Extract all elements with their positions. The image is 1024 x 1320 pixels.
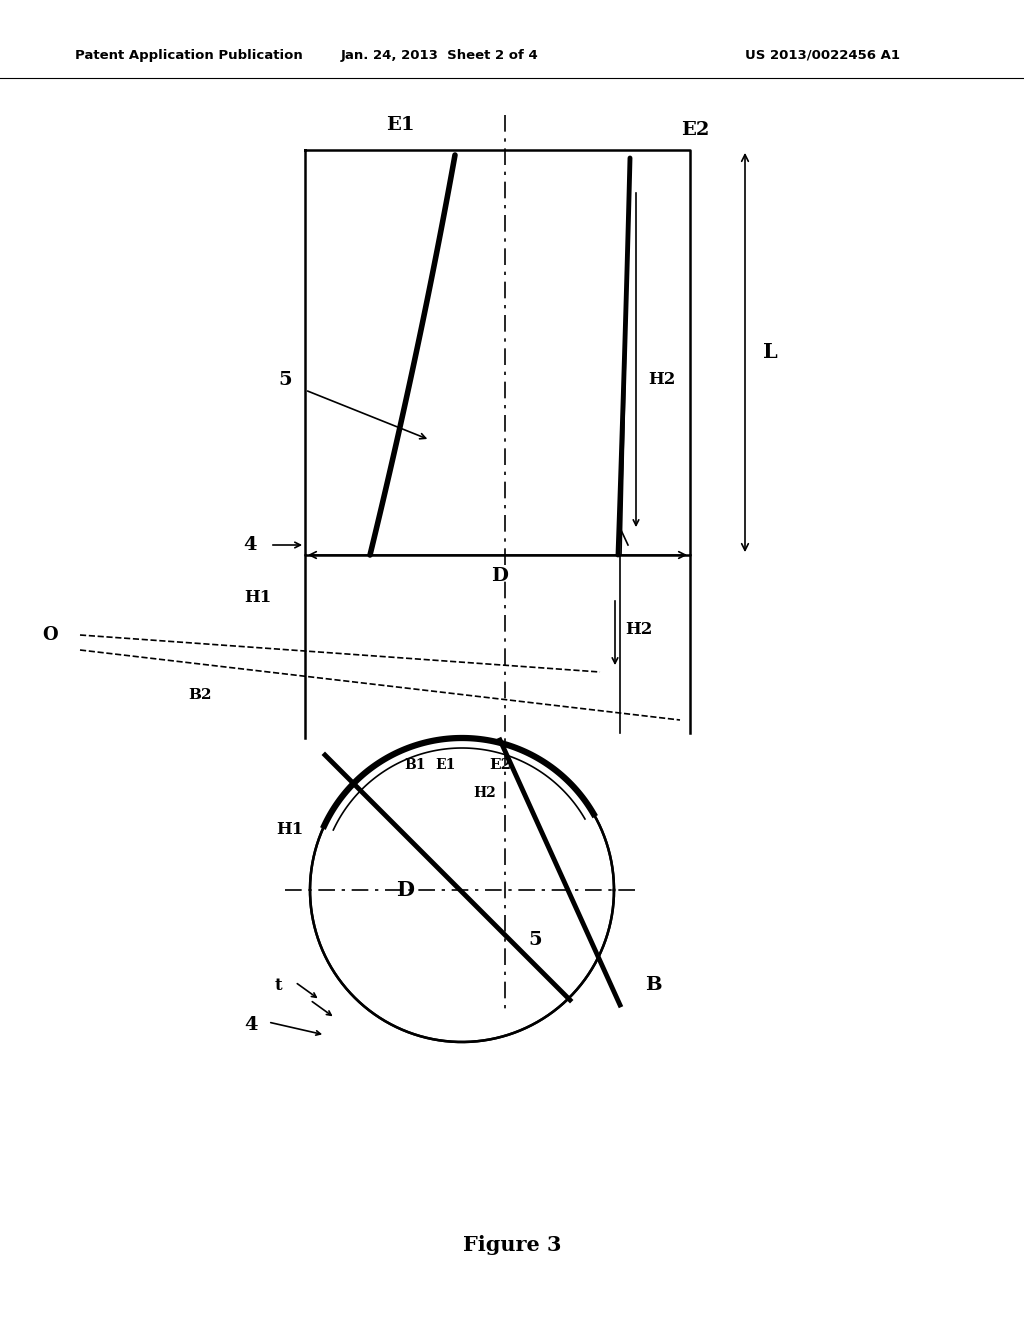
Text: H2: H2 (625, 622, 652, 639)
Text: H2: H2 (474, 785, 497, 800)
Text: E2: E2 (488, 758, 511, 772)
Text: Figure 3: Figure 3 (463, 1236, 561, 1255)
Text: D: D (492, 568, 509, 585)
Text: B: B (645, 975, 662, 994)
Text: L: L (763, 342, 778, 362)
Text: US 2013/0022456 A1: US 2013/0022456 A1 (745, 49, 900, 62)
Text: O: O (42, 626, 58, 644)
Text: Patent Application Publication: Patent Application Publication (75, 49, 303, 62)
Text: E2: E2 (681, 121, 710, 139)
Text: Jan. 24, 2013  Sheet 2 of 4: Jan. 24, 2013 Sheet 2 of 4 (341, 49, 539, 62)
Text: H1: H1 (276, 821, 304, 838)
Text: 5: 5 (528, 931, 542, 949)
Text: H1: H1 (245, 590, 271, 606)
Text: E1: E1 (386, 116, 415, 135)
Text: E1: E1 (435, 758, 456, 772)
Text: H2: H2 (648, 371, 676, 388)
Text: 4: 4 (245, 1016, 258, 1034)
Text: 5: 5 (279, 371, 292, 389)
Text: t: t (274, 977, 282, 994)
Text: D: D (396, 880, 414, 900)
Text: B2: B2 (188, 688, 212, 702)
Text: B1: B1 (404, 758, 426, 772)
Text: 4: 4 (244, 536, 257, 554)
